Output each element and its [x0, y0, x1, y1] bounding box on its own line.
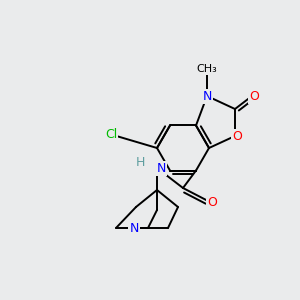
Text: H: H: [135, 155, 145, 169]
Text: O: O: [207, 196, 217, 208]
Text: N: N: [129, 221, 139, 235]
Text: O: O: [249, 89, 259, 103]
Text: Cl: Cl: [105, 128, 117, 142]
Text: O: O: [232, 130, 242, 142]
Text: N: N: [202, 89, 212, 103]
Text: CH₃: CH₃: [196, 64, 218, 74]
Text: N: N: [156, 161, 166, 175]
